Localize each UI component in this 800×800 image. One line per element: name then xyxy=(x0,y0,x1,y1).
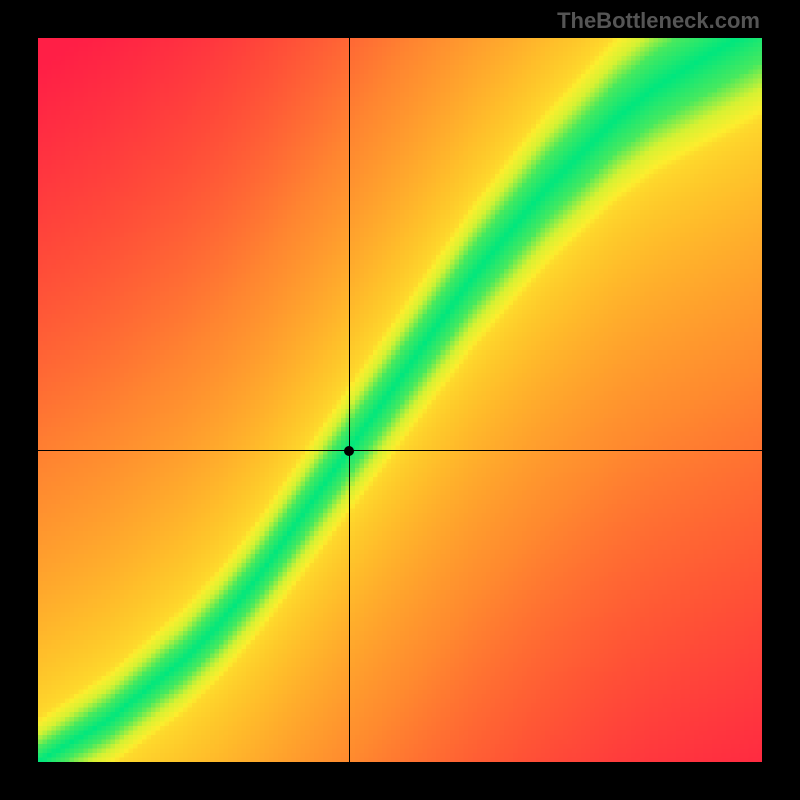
crosshair-vertical xyxy=(349,38,350,762)
bottleneck-heatmap xyxy=(38,38,762,762)
watermark-text: TheBottleneck.com xyxy=(557,8,760,34)
crosshair-horizontal xyxy=(38,450,762,451)
plot-area xyxy=(38,38,762,762)
crosshair-dot xyxy=(344,446,354,456)
chart-frame: TheBottleneck.com xyxy=(0,0,800,800)
